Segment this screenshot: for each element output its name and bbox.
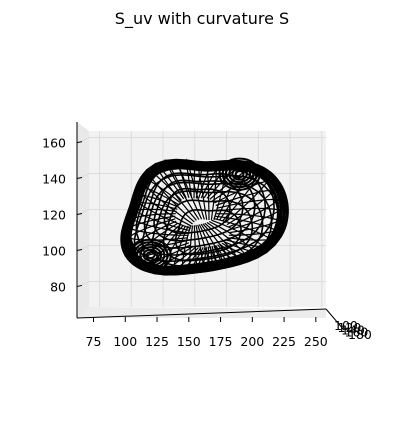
x-axis-line xyxy=(76,308,327,319)
y-tick-label: 180 xyxy=(348,327,372,342)
x-tick-label: 125 xyxy=(145,334,169,349)
wire-hub xyxy=(142,248,159,262)
z-tick-label: 80 xyxy=(50,279,66,294)
wire-hub xyxy=(221,160,258,189)
z-tick-mark xyxy=(76,213,83,215)
axis-lines xyxy=(76,122,345,331)
wire-hub xyxy=(228,165,252,184)
x-tick-label: 75 xyxy=(86,334,102,349)
z-tick-label: 160 xyxy=(42,136,66,151)
x-axis-ticks: 75 100 125 150 175 200 225 250 xyxy=(86,317,328,349)
wire-hub xyxy=(224,162,255,186)
x-tick-label: 175 xyxy=(209,334,233,349)
wire-hub xyxy=(218,157,261,191)
z-tick-mark xyxy=(76,284,83,287)
axis-panes xyxy=(77,122,326,318)
x-tick-label: 200 xyxy=(240,334,264,349)
wire-hub xyxy=(132,241,169,270)
x-tick-label: 150 xyxy=(177,334,201,349)
z-tick-label: 100 xyxy=(42,243,66,258)
y-tick-label: 160 xyxy=(345,325,369,340)
wire-hub xyxy=(129,238,172,272)
side-pane xyxy=(77,122,89,318)
wire-hub xyxy=(231,167,248,181)
z-tick-mark xyxy=(76,248,83,251)
z-axis-ticks: 80 100 120 140 160 xyxy=(42,136,83,294)
wire-hub xyxy=(136,243,166,267)
z-tick-label: 140 xyxy=(42,172,66,187)
z-tick-label: 120 xyxy=(42,208,66,223)
y-axis-line xyxy=(325,308,345,331)
z-tick-mark xyxy=(76,177,83,180)
x-tick-label: 250 xyxy=(304,334,328,349)
x-tick-label: 225 xyxy=(272,334,296,349)
wire-hub xyxy=(234,170,245,179)
y-tick-label: 140 xyxy=(341,322,365,337)
surface-wireframe xyxy=(120,157,289,276)
z-tick-mark xyxy=(76,141,83,144)
y-tick-label: 120 xyxy=(338,320,362,335)
chart-title: S_uv with curvature S xyxy=(114,9,290,28)
wire-hub xyxy=(145,251,156,260)
y-tick-label: 100 xyxy=(334,318,358,333)
x-tick-label: 100 xyxy=(113,334,137,349)
wire-hub xyxy=(139,246,163,265)
